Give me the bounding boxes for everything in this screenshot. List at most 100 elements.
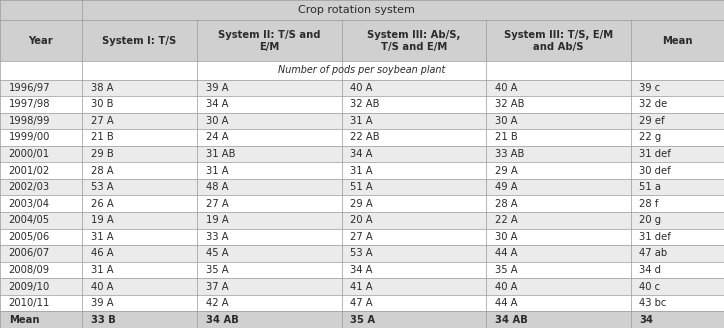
Text: 20 A: 20 A [350,215,373,225]
Text: 37 A: 37 A [206,281,228,292]
Bar [0,229,724,245]
Text: Mean: Mean [9,315,39,325]
Text: 2006/07: 2006/07 [9,248,50,258]
Text: 31 A: 31 A [90,232,113,242]
Text: 47 ab: 47 ab [639,248,668,258]
Text: System I: T/S: System I: T/S [102,35,177,46]
Text: 32 de: 32 de [639,99,668,109]
Bar [0,295,724,311]
Bar [0,311,724,328]
Text: 29 B: 29 B [90,149,114,159]
Text: 34: 34 [639,315,654,325]
Text: 2008/09: 2008/09 [9,265,50,275]
Text: 27 A: 27 A [350,232,373,242]
Bar [0,129,724,146]
Text: 40 A: 40 A [494,83,518,93]
Text: 22 g: 22 g [639,133,662,142]
Text: 48 A: 48 A [206,182,228,192]
Bar [0,0,724,20]
Text: 27 A: 27 A [90,116,114,126]
Text: 21 B: 21 B [90,133,114,142]
Text: 51 A: 51 A [350,182,373,192]
Text: 19 A: 19 A [90,215,114,225]
Text: 30 B: 30 B [90,99,113,109]
Text: System III: T/S, E/M
and Ab/S: System III: T/S, E/M and Ab/S [504,30,613,51]
Text: 2002/03: 2002/03 [9,182,50,192]
Text: 42 A: 42 A [206,298,228,308]
Text: 40 A: 40 A [90,281,113,292]
Bar [0,195,724,212]
Text: 19 A: 19 A [206,215,228,225]
Text: 1999/00: 1999/00 [9,133,50,142]
Text: 31 def: 31 def [639,232,671,242]
Text: 24 A: 24 A [206,133,228,142]
Text: 30 A: 30 A [206,116,228,126]
Bar [0,262,724,278]
Text: 49 A: 49 A [494,182,518,192]
Text: 28 A: 28 A [90,166,113,175]
Text: Year: Year [28,35,54,46]
Text: 44 A: 44 A [494,248,518,258]
Text: 47 A: 47 A [350,298,373,308]
Text: 26 A: 26 A [90,199,114,209]
Text: 32 AB: 32 AB [350,99,379,109]
Text: 53 A: 53 A [350,248,373,258]
Text: 43 bc: 43 bc [639,298,667,308]
Bar [0,146,724,162]
Text: 20 g: 20 g [639,215,662,225]
Bar [0,61,724,79]
Text: 2010/11: 2010/11 [9,298,50,308]
Text: 1998/99: 1998/99 [9,116,50,126]
Text: 1997/98: 1997/98 [9,99,50,109]
Text: 32 AB: 32 AB [494,99,524,109]
Text: 34 A: 34 A [350,265,373,275]
Text: 28 f: 28 f [639,199,659,209]
Bar [0,278,724,295]
Bar [0,212,724,229]
Text: 35 A: 35 A [206,265,228,275]
Text: 40 A: 40 A [350,83,373,93]
Text: 35 A: 35 A [350,315,375,325]
Text: 28 A: 28 A [494,199,518,209]
Text: 2003/04: 2003/04 [9,199,50,209]
Text: 39 A: 39 A [206,83,228,93]
Text: 22 A: 22 A [494,215,518,225]
Text: 2009/10: 2009/10 [9,281,50,292]
Text: 35 A: 35 A [494,265,518,275]
Text: 31 A: 31 A [206,166,228,175]
Text: 40 A: 40 A [494,281,518,292]
Text: 44 A: 44 A [494,298,518,308]
Text: 31 def: 31 def [639,149,671,159]
Text: 30 def: 30 def [639,166,671,175]
Bar [0,113,724,129]
Text: 29 ef: 29 ef [639,116,665,126]
Text: 41 A: 41 A [350,281,373,292]
Text: 31 A: 31 A [90,265,113,275]
Text: 29 A: 29 A [494,166,518,175]
Text: 33 B: 33 B [90,315,115,325]
Text: 2005/06: 2005/06 [9,232,50,242]
Text: 45 A: 45 A [206,248,228,258]
Bar [0,162,724,179]
Text: 31 A: 31 A [350,166,373,175]
Text: 34 A: 34 A [206,99,228,109]
Text: 31 AB: 31 AB [206,149,235,159]
Text: Crop rotation system: Crop rotation system [298,5,415,15]
Text: 53 A: 53 A [90,182,113,192]
Bar [0,179,724,195]
Text: 38 A: 38 A [90,83,113,93]
Text: 34 AB: 34 AB [494,315,528,325]
Text: 27 A: 27 A [206,199,228,209]
Text: 30 A: 30 A [494,232,518,242]
Text: 29 A: 29 A [350,199,373,209]
Text: 2004/05: 2004/05 [9,215,50,225]
Text: 31 A: 31 A [350,116,373,126]
Text: 51 a: 51 a [639,182,662,192]
Text: 33 AB: 33 AB [494,149,524,159]
Text: 30 A: 30 A [494,116,518,126]
Text: 34 d: 34 d [639,265,662,275]
Text: 22 AB: 22 AB [350,133,380,142]
Text: 40 c: 40 c [639,281,660,292]
Text: System II: T/S and
E/M: System II: T/S and E/M [218,30,321,51]
Text: 39 c: 39 c [639,83,661,93]
